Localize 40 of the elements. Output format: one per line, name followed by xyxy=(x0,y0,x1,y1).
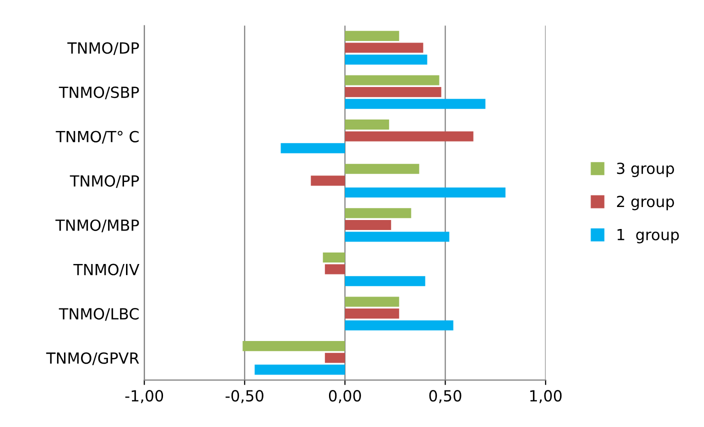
bar xyxy=(322,252,345,262)
bar xyxy=(344,30,400,41)
bar xyxy=(242,341,345,352)
bar xyxy=(344,208,412,218)
y-tick-label: TNMO/LBC xyxy=(58,308,139,321)
y-tick-label: TNMO/MBP xyxy=(55,219,139,232)
bar xyxy=(344,75,440,86)
y-tick-label: TNMO/SBP xyxy=(58,86,139,100)
x-tick-label: 1,00 xyxy=(530,390,562,404)
x-tick-label: -0,50 xyxy=(226,390,264,404)
bar xyxy=(344,120,390,130)
x-tick-label: -1,00 xyxy=(125,390,164,404)
legend-label: 1 group xyxy=(618,229,679,244)
bar xyxy=(344,308,400,319)
bar xyxy=(344,164,420,174)
legend-label: 3 group xyxy=(617,162,674,178)
bar xyxy=(280,143,345,154)
bar xyxy=(310,176,345,186)
bar xyxy=(254,364,345,375)
y-tick-label: TNMO/GPVR xyxy=(46,352,140,366)
bar xyxy=(324,264,345,274)
bar xyxy=(344,220,392,230)
bar xyxy=(344,187,506,198)
y-tick-label: TNMO/T° C xyxy=(56,130,139,144)
bar xyxy=(344,131,474,142)
bar xyxy=(344,276,426,286)
bar xyxy=(344,320,454,330)
bar xyxy=(344,87,442,98)
legend-label: 2 group xyxy=(617,196,674,210)
bar xyxy=(344,296,400,307)
bar xyxy=(344,98,486,109)
y-tick-label: TNMO/IV xyxy=(73,264,140,276)
y-tick-label: TNMO/PP xyxy=(70,175,139,188)
y-tick-label: TNMO/DP xyxy=(67,42,139,55)
x-tick-label: 0,00 xyxy=(328,390,361,404)
bar xyxy=(344,232,450,242)
bar xyxy=(344,54,428,65)
bar xyxy=(324,352,345,363)
x-tick-label: 0,50 xyxy=(429,390,462,404)
bar xyxy=(344,42,424,53)
